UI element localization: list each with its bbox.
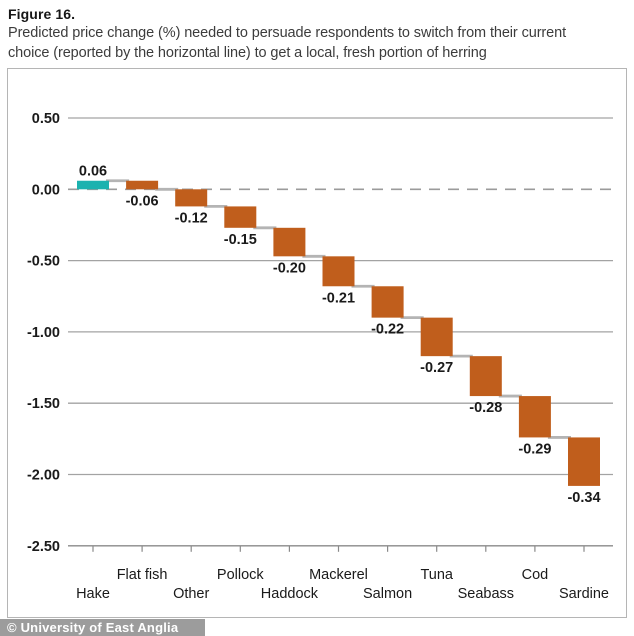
bar-value-label: -0.29 [518, 441, 551, 457]
bar-value-label: -0.12 [175, 210, 208, 226]
bar-value-label: 0.06 [79, 164, 107, 180]
y-axis-label: 0.50 [32, 111, 60, 127]
figure-description-line2: choice (reported by the horizontal line)… [8, 44, 487, 61]
waterfall-bar [77, 180, 109, 190]
figure-description-line1: Predicted price change (%) needed to per… [8, 25, 567, 41]
bar-value-label: -0.28 [469, 400, 502, 416]
waterfall-bar [469, 356, 502, 397]
x-axis-category-label: Tuna [420, 567, 453, 583]
bar-value-label: -0.06 [126, 193, 159, 209]
waterfall-bar [224, 206, 257, 228]
waterfall-chart: 0.50 0.00 -0.50 -1.00 -1.50 -2.00 -2.50 0.06 -0.… [27, 111, 613, 602]
waterfall-bar [371, 286, 404, 318]
bar-value-label: -0.27 [420, 360, 453, 376]
figure-description: Predicted price change (%) needed to per… [8, 24, 628, 63]
x-axis-category-label: Hake [76, 586, 110, 602]
y-axis-label: -1.00 [27, 325, 60, 341]
bar-value-label: -0.20 [273, 260, 306, 276]
x-axis-category-label: Seabass [458, 586, 514, 602]
x-axis-category-label: Pollock [217, 567, 264, 583]
x-axis-category-label: Cod [522, 567, 549, 583]
waterfall-bar [273, 227, 306, 257]
y-axis-label: -1.50 [27, 396, 60, 412]
y-axis-label: -0.50 [27, 254, 60, 270]
waterfall-bar [568, 437, 600, 486]
bar-value-label: -0.34 [567, 490, 600, 506]
y-axis-label: -2.00 [27, 468, 60, 484]
x-axis-category-label: Mackerel [309, 567, 368, 583]
chart-panel: 0.50 0.00 -0.50 -1.00 -1.50 -2.00 -2.50 0.06 -0.… [7, 68, 627, 618]
waterfall-bar [126, 180, 159, 190]
bar-value-label: -0.21 [322, 290, 355, 306]
watermark-bar: © University of East Anglia [0, 619, 205, 636]
x-axis-category-label: Flat fish [117, 567, 168, 583]
waterfall-bar [420, 317, 453, 357]
x-axis-category-label: Haddock [261, 586, 319, 602]
figure-label: Figure 16. [8, 6, 76, 22]
figure-header: Figure 16. Predicted price change (%) ne… [8, 5, 628, 63]
x-axis-category-label: Salmon [363, 586, 412, 602]
waterfall-bar [322, 256, 355, 287]
bar-value-label: -0.15 [224, 232, 257, 248]
waterfall-bar [175, 189, 208, 207]
y-axis-label: -2.50 [27, 539, 60, 555]
x-axis-category-label: Other [173, 586, 209, 602]
x-axis-category-label: Sardine [559, 586, 609, 602]
waterfall-bar [518, 396, 551, 438]
y-axis-label: 0.00 [32, 182, 60, 198]
bar-value-label: -0.22 [371, 322, 404, 338]
watermark-text: © University of East Anglia [7, 620, 179, 635]
